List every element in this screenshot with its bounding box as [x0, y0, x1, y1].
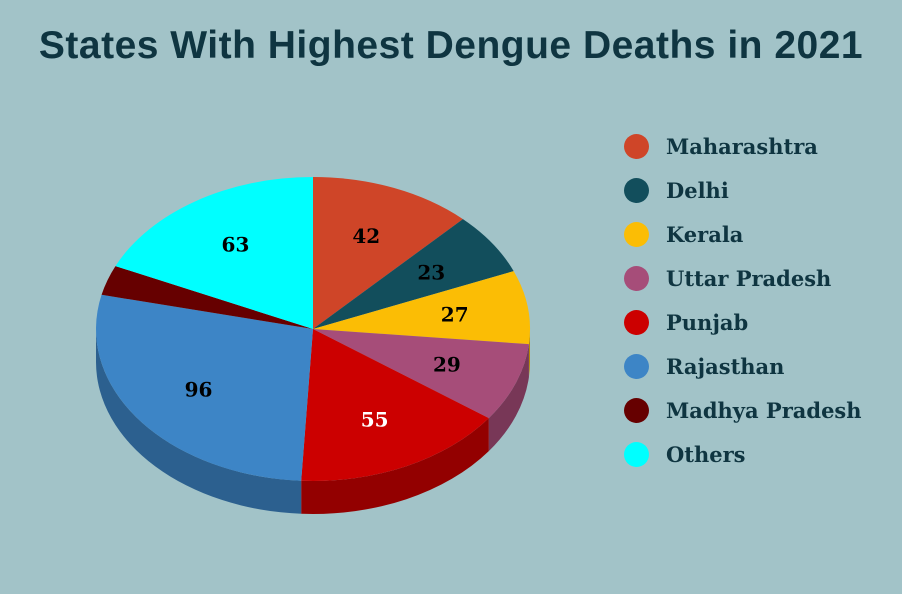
legend-item-madhya-pradesh: Madhya Pradesh	[624, 388, 862, 432]
legend-dot-icon	[624, 397, 649, 423]
slice-value-label: 63	[222, 233, 250, 257]
legend-dot-icon	[624, 265, 649, 291]
slice-uttar-pradesh	[313, 329, 529, 419]
legend-item-maharashtra: Maharashtra	[624, 124, 862, 168]
legend-item-uttar-pradesh: Uttar Pradesh	[624, 256, 862, 300]
slice-madhya-pradesh	[101, 266, 313, 329]
slice-value-label: 27	[441, 302, 469, 326]
legend-dot-icon	[624, 441, 649, 467]
legend-item-punjab: Punjab	[624, 300, 862, 344]
slice-side	[301, 418, 489, 514]
slice-side	[96, 329, 302, 514]
slice-value-label: 29	[433, 353, 461, 377]
legend-dot-icon	[624, 353, 649, 379]
pie-depth	[96, 329, 530, 514]
slice-punjab	[301, 329, 489, 482]
legend-dot-icon	[624, 221, 649, 247]
slice-delhi	[313, 219, 514, 329]
slice-value-label: 96	[185, 377, 213, 401]
legend-item-kerala: Kerala	[624, 212, 862, 256]
chart-title: States With Highest Dengue Deaths in 202…	[38, 24, 864, 67]
legend-item-rajasthan: Rajasthan	[624, 344, 862, 388]
pie-slices	[95, 177, 530, 482]
legend-dot-icon	[624, 133, 649, 159]
legend: Maharashtra Delhi Kerala Uttar Pradesh P…	[624, 124, 862, 476]
slice-value-label: 55	[361, 408, 389, 432]
legend-item-delhi: Delhi	[624, 168, 862, 212]
slice-others	[115, 177, 314, 329]
slice-maharashtra	[313, 177, 463, 329]
legend-item-others: Others	[624, 432, 862, 476]
slice-rajasthan	[95, 294, 313, 481]
legend-dot-icon	[624, 309, 649, 335]
slice-value-label: 23	[417, 260, 445, 284]
slice-side	[528, 329, 530, 378]
slice-kerala	[313, 271, 530, 345]
pie-labels: 42 23 27 29 55 96 63	[185, 224, 469, 432]
legend-dot-icon	[624, 177, 649, 203]
slice-side	[488, 344, 529, 452]
slice-value-label: 42	[352, 224, 380, 248]
